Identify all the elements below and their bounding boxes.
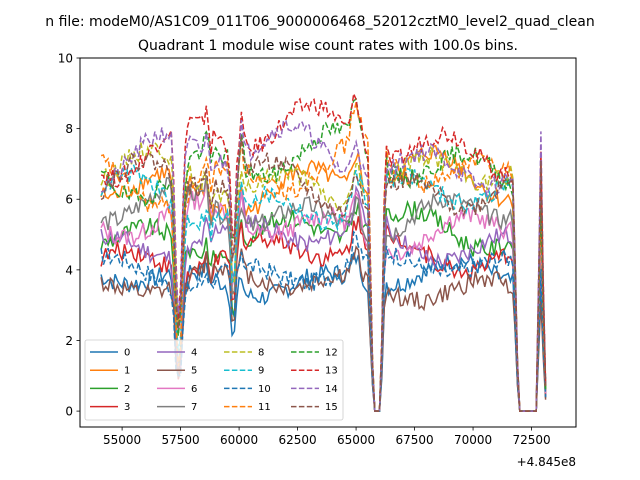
x-tick-label: 57500	[162, 433, 200, 447]
y-tick-label: 4	[65, 263, 73, 277]
y-tick-label: 8	[65, 122, 73, 136]
series-line-11	[100, 102, 547, 412]
legend-label-5: 5	[191, 366, 197, 377]
y-axis: 0 2 4 6 8 10	[58, 52, 80, 419]
x-axis: 55000 57500 60000 62500 65000 67500 70000 72500	[103, 427, 551, 447]
legend-label-8: 8	[258, 348, 264, 359]
legend-label-6: 6	[191, 384, 197, 395]
x-tick-label: 55000	[103, 433, 141, 447]
legend-label-1: 1	[124, 366, 130, 377]
x-tick-label: 72500	[512, 433, 550, 447]
legend-label-10: 10	[258, 384, 271, 395]
series-line-14	[100, 119, 547, 412]
legend-label-0: 0	[124, 348, 130, 359]
legend-label-13: 13	[325, 366, 338, 377]
legend-label-2: 2	[124, 384, 130, 395]
y-tick-label: 10	[58, 52, 73, 66]
legend-label-15: 15	[325, 402, 338, 413]
x-offset-text: +4.845e8	[517, 455, 576, 469]
x-tick-label: 70000	[454, 433, 492, 447]
x-tick-label: 60000	[220, 433, 258, 447]
chart-title: Quadrant 1 module wise count rates with …	[138, 38, 518, 54]
x-tick-label: 62500	[278, 433, 316, 447]
legend-label-3: 3	[124, 402, 130, 413]
legend-label-11: 11	[258, 402, 271, 413]
legend-label-7: 7	[191, 402, 197, 413]
series-line-15	[100, 136, 547, 412]
legend-box	[84, 339, 344, 421]
x-tick-label: 67500	[395, 433, 433, 447]
y-tick-label: 2	[65, 334, 73, 348]
legend-label-9: 9	[258, 366, 264, 377]
x-tick-label: 65000	[337, 433, 375, 447]
figure-suptitle: n file: modeM0/AS1C09_011T06_9000006468_…	[45, 14, 594, 30]
y-tick-label: 6	[65, 193, 73, 207]
legend-label-14: 14	[325, 384, 338, 395]
legend-label-4: 4	[191, 348, 197, 359]
plot-frame	[79, 57, 577, 428]
legend-label-12: 12	[325, 348, 338, 359]
y-tick-label: 0	[65, 405, 73, 419]
